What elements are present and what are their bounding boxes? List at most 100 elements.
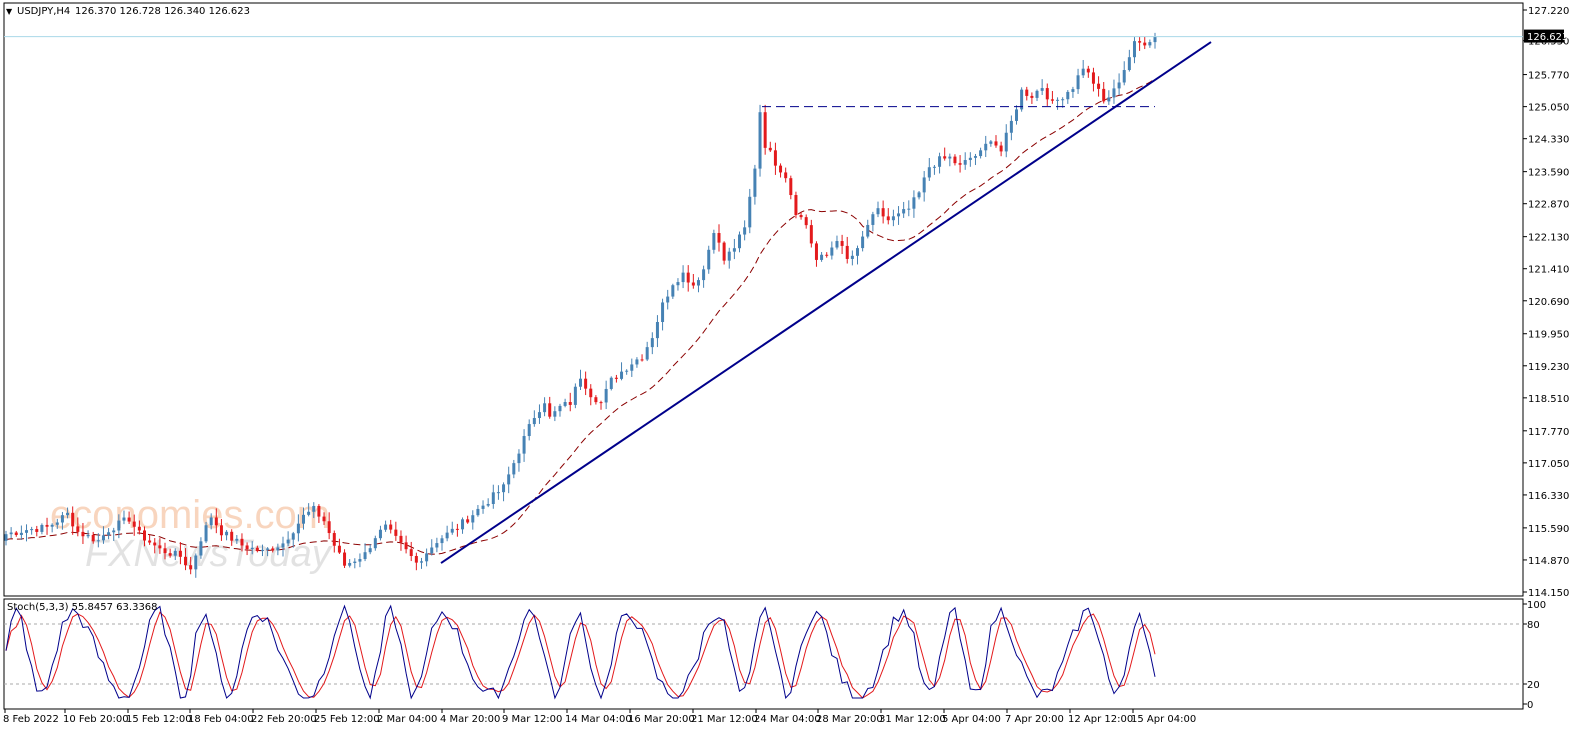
candle-body [758,112,762,169]
time-tick-label: 18 Feb 04:00 [188,714,254,725]
candle-body [389,524,393,530]
candle-body [645,347,649,360]
candle-body [512,463,516,475]
candle-body [455,528,459,530]
candle-body [107,532,111,536]
candle-body [825,254,829,256]
candle-body [409,549,413,556]
candle-body [558,405,562,412]
candle-body [696,280,700,286]
price-tick-label: 114.870 [1528,556,1569,567]
candle-body [589,388,593,398]
candle-body [132,521,136,527]
candle-body [1122,70,1126,83]
candle-body [112,530,116,533]
candle-body [194,555,198,570]
candle-body [235,538,239,541]
candle-body [630,364,634,371]
candle-body [897,213,901,217]
candle-body [784,172,788,179]
candle-body [1097,83,1101,89]
candle-body [1076,75,1080,90]
time-tick-label: 15 Feb 12:00 [126,714,192,725]
candle-body [1071,89,1075,92]
candle-body [984,143,988,151]
candle-body [240,538,244,546]
candle-body [491,492,495,505]
candle-body [809,225,813,244]
symbol-dropdown-icon[interactable]: ▼ [6,7,13,16]
candle-body [927,167,931,178]
candle-body [614,377,618,379]
price-tick-label: 116.330 [1528,491,1569,502]
candle-body [722,242,726,261]
candle-body [153,542,157,546]
candle-body [712,233,716,250]
candle-body [1004,132,1008,152]
symbol-header: USDJPY,H4 [17,6,70,17]
candle-body [312,505,316,512]
watermark: economies.com FXNewsToday [50,493,333,575]
candle-body [748,196,752,228]
candle-body [902,209,906,214]
candle-body [1086,68,1090,73]
candle-body [40,524,44,532]
candle-body [686,272,690,283]
candle-body [830,247,834,256]
candle-body [209,517,213,526]
candle-body [968,157,972,161]
time-tick-label: 5 Apr 04:00 [942,714,1001,725]
candle-body [204,525,208,542]
candle-body [907,208,911,210]
candle-body [291,533,295,540]
candle-body [855,248,859,256]
candle-body [476,508,480,516]
candle-body [471,515,475,523]
stoch-tick-label: 0 [1527,700,1533,711]
candle-body [1138,41,1142,43]
candle-body [189,565,193,570]
candle-body [158,545,162,549]
candle-body [502,484,506,493]
candle-body [30,529,34,531]
stoch-tick-label: 20 [1527,680,1540,691]
candle-body [763,112,767,148]
trendline [440,41,1212,564]
time-tick-label: 10 Feb 20:00 [63,714,129,725]
candle-body [779,165,783,173]
price-tick-label: 115.590 [1528,524,1569,535]
candle-body [1040,88,1044,91]
candle-body [307,511,311,515]
price-panel[interactable] [3,2,1524,597]
stoch-panel[interactable] [3,598,1524,710]
candle-body [989,141,993,144]
candle-body [881,208,885,217]
candle-body [1107,97,1111,102]
candle-body [276,547,280,551]
candle-body [163,548,167,554]
candle-body [794,195,798,216]
candle-body [450,528,454,533]
candle-body [958,163,962,165]
watermark-economies: economies.com [50,493,330,537]
candle-body [425,553,429,562]
candle-body [814,243,818,260]
candle-body [327,521,331,534]
candle-body [9,532,13,535]
candle-body [507,474,511,485]
candle-body [840,241,844,246]
candle-body [1015,109,1019,121]
candle-body [1148,42,1152,46]
candle-body [999,145,1003,152]
candle-body [250,547,254,550]
stoch-main-line [5,604,1156,700]
time-tick-label: 16 Mar 20:00 [628,714,695,725]
candle-body [527,424,531,437]
candle-body [76,526,80,532]
candle-body [655,322,659,339]
candle-body [727,251,731,261]
candle-body [876,208,880,215]
time-tick-label: 14 Mar 04:00 [565,714,632,725]
candle-body [394,529,398,536]
